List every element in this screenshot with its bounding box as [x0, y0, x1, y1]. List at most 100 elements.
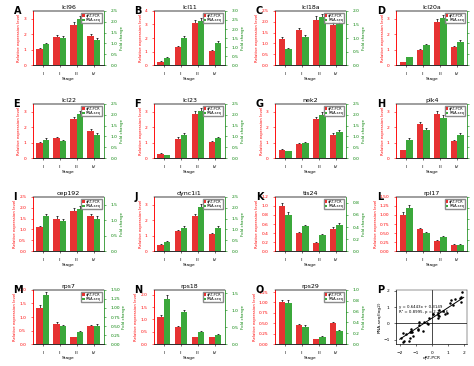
X-axis label: Stage: Stage [304, 171, 317, 174]
Bar [54, 138, 60, 158]
Y-axis label: Fold change: Fold change [362, 119, 366, 143]
X-axis label: qRT-PCR: qRT-PCR [423, 356, 441, 361]
Title: rps7: rps7 [62, 284, 75, 289]
Bar [164, 155, 171, 158]
Bar [77, 332, 83, 344]
Bar [319, 18, 326, 65]
Bar [296, 325, 302, 344]
Bar [279, 150, 285, 158]
Bar [198, 111, 204, 158]
Bar [215, 43, 221, 65]
Title: rpl17: rpl17 [424, 191, 440, 196]
Bar [157, 61, 164, 65]
Bar [406, 208, 413, 251]
Bar [43, 216, 49, 251]
X-axis label: Stage: Stage [425, 264, 438, 268]
Y-axis label: Fold change: Fold change [241, 305, 245, 329]
Bar [71, 119, 77, 158]
Point [397, 336, 405, 341]
X-axis label: Stage: Stage [304, 77, 317, 81]
Bar [71, 337, 77, 344]
Bar [77, 209, 83, 251]
Bar [198, 332, 204, 344]
Bar [329, 25, 336, 65]
Text: H: H [377, 98, 385, 109]
Bar [302, 226, 309, 251]
X-axis label: Stage: Stage [183, 77, 196, 81]
Y-axis label: Relative expression level: Relative expression level [138, 14, 143, 62]
Y-axis label: Fold change: Fold change [362, 305, 366, 329]
Point [407, 326, 414, 332]
Bar [215, 228, 221, 251]
Bar [417, 50, 423, 65]
X-axis label: Stage: Stage [62, 77, 75, 81]
Legend: qRT-PCR, RNA-seq: qRT-PCR, RNA-seq [202, 199, 223, 209]
Bar [209, 337, 215, 344]
Bar [285, 215, 292, 251]
Point [429, 311, 437, 317]
Legend: qRT-PCR, RNA-seq: qRT-PCR, RNA-seq [445, 13, 465, 23]
Bar [191, 23, 198, 65]
Title: rps29: rps29 [301, 284, 319, 289]
Text: O: O [255, 284, 264, 295]
Bar [94, 135, 100, 158]
Bar [302, 143, 309, 158]
Bar [285, 303, 292, 344]
Point [402, 331, 410, 337]
Bar [87, 216, 94, 251]
Bar [164, 57, 171, 65]
Bar [400, 215, 406, 251]
Bar [313, 243, 319, 251]
Bar [440, 237, 447, 251]
Bar [319, 337, 326, 344]
Bar [285, 151, 292, 158]
Bar [181, 228, 187, 251]
Y-axis label: Relative expression level: Relative expression level [255, 200, 259, 248]
Bar [451, 244, 457, 251]
Bar [54, 37, 60, 65]
Bar [60, 38, 66, 65]
Legend: qRT-PCR, RNA-seq: qRT-PCR, RNA-seq [82, 106, 102, 116]
Text: L: L [377, 191, 383, 202]
Title: lcl11: lcl11 [182, 5, 197, 10]
Bar [209, 234, 215, 251]
Title: rps18: rps18 [181, 284, 198, 289]
Bar [164, 242, 171, 251]
Point [420, 319, 428, 325]
Title: cep192: cep192 [57, 191, 80, 196]
Point [434, 315, 441, 321]
Bar [302, 37, 309, 65]
Legend: qRT-PCR, RNA-seq: qRT-PCR, RNA-seq [324, 106, 344, 116]
Bar [302, 326, 309, 344]
Title: lcl23: lcl23 [182, 98, 197, 103]
Y-axis label: Fold change: Fold change [241, 212, 245, 236]
Bar [336, 225, 343, 251]
Bar [54, 219, 60, 251]
Y-axis label: Fold change: Fold change [362, 26, 366, 50]
Y-axis label: Fold change: Fold change [241, 26, 245, 50]
Y-axis label: Relative expression level: Relative expression level [374, 200, 378, 248]
Bar [279, 302, 285, 344]
Y-axis label: Relative expression level: Relative expression level [13, 200, 17, 248]
Bar [157, 245, 164, 251]
X-axis label: Stage: Stage [62, 264, 75, 268]
Point [457, 299, 465, 305]
X-axis label: Stage: Stage [425, 77, 438, 81]
Bar [406, 57, 413, 65]
Bar [71, 211, 77, 251]
Y-axis label: Relative expression level: Relative expression level [138, 200, 143, 248]
Text: G: G [255, 98, 264, 109]
Bar [440, 18, 447, 65]
Bar [87, 131, 94, 158]
Bar [336, 132, 343, 158]
Bar [296, 144, 302, 158]
Point [434, 313, 442, 318]
Bar [36, 227, 43, 251]
Text: M: M [13, 284, 23, 295]
Bar [60, 221, 66, 251]
Text: E: E [13, 98, 20, 109]
Point [410, 333, 417, 339]
Legend: qRT-PCR, RNA-seq: qRT-PCR, RNA-seq [202, 292, 223, 302]
Point [435, 307, 442, 313]
Point [408, 328, 415, 334]
